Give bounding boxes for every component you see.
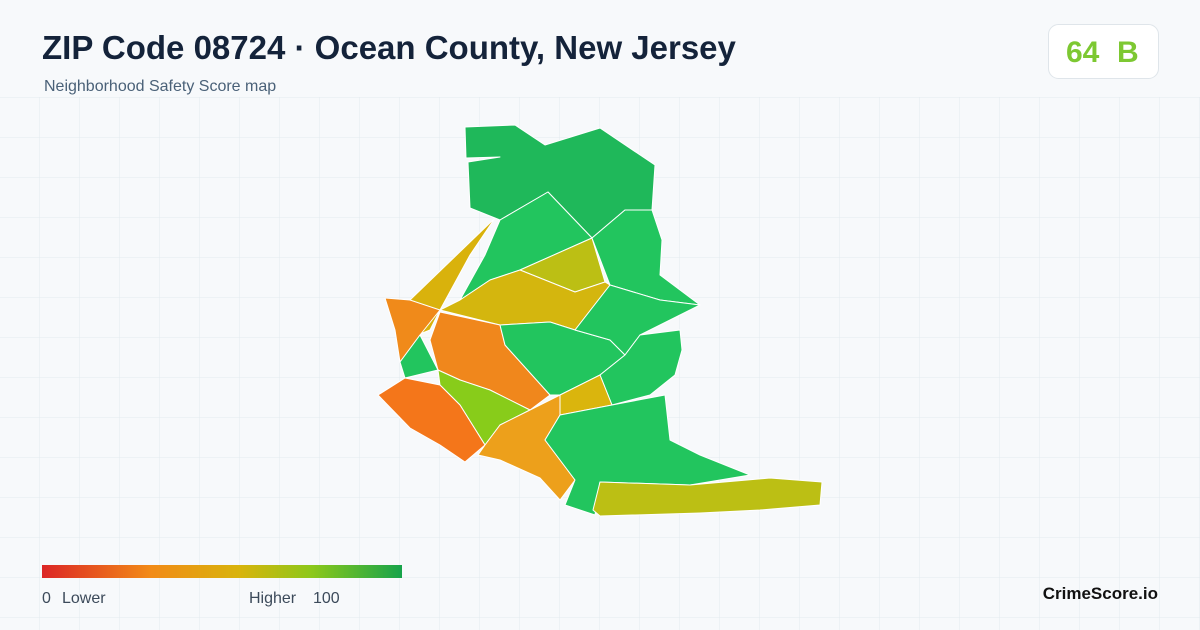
score-badge <box>1048 24 1159 79</box>
area <box>544 394 751 516</box>
area <box>599 329 683 406</box>
area <box>592 477 823 517</box>
score-value: 64 <box>1066 36 1100 69</box>
legend-max-label: Higher <box>249 590 297 607</box>
legend-max: 100 <box>313 590 340 607</box>
zip-map <box>377 124 823 517</box>
score-grade: B <box>1117 36 1139 69</box>
legend-min-label: Lower <box>62 590 106 607</box>
legend-bar <box>42 565 402 578</box>
legend-min: 0 <box>42 590 51 607</box>
subtitle: Neighborhood Safety Score map <box>44 78 276 95</box>
brand: CrimeScore.io <box>1043 584 1158 603</box>
title: ZIP Code 08724 · Ocean County, New Jerse… <box>42 29 737 66</box>
